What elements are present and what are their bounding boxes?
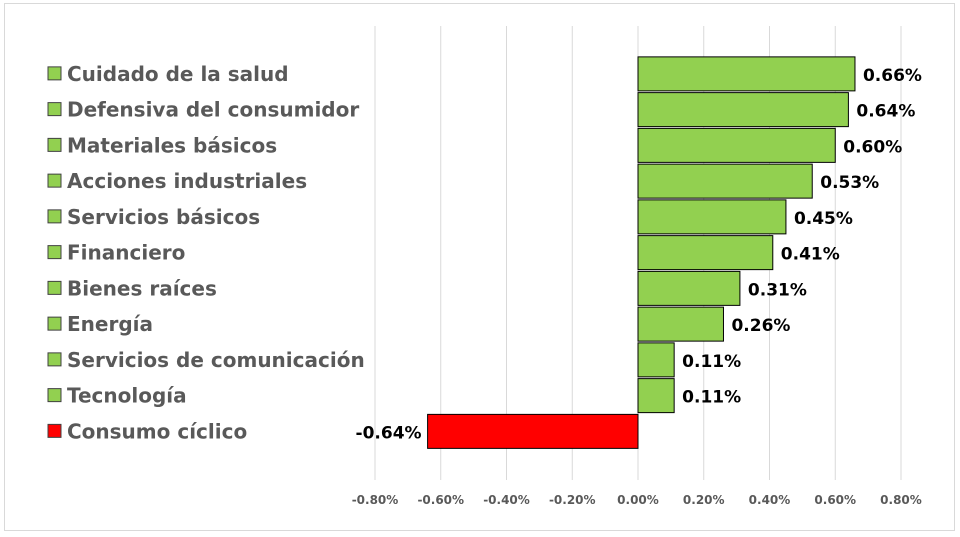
category-label: Financiero xyxy=(67,241,185,265)
bars xyxy=(427,56,856,449)
legend-swatch xyxy=(47,245,62,260)
x-tick-label: 0.40% xyxy=(749,493,791,507)
category-label: Servicios básicos xyxy=(67,205,260,229)
x-tick-label: -0.60% xyxy=(417,493,464,507)
data-label: 0.31% xyxy=(748,280,807,300)
x-tick-label: -0.80% xyxy=(352,493,399,507)
data-label: -0.64% xyxy=(356,423,422,443)
x-tick-label: -0.20% xyxy=(549,493,596,507)
bar-chart: 0.66% 0.64% 0.60% 0.53% 0.45% 0.41% 0.31% 0.26%… xyxy=(47,26,922,507)
bar xyxy=(637,92,849,128)
legend-swatch xyxy=(47,137,62,152)
x-tick-label: 0.20% xyxy=(683,493,725,507)
chart-frame: 0.66% 0.64% 0.60% 0.53% 0.45% 0.41% 0.31% 0.26%… xyxy=(4,3,955,531)
bar xyxy=(637,235,774,271)
legend-swatch xyxy=(47,102,62,117)
bar xyxy=(637,378,675,414)
bar xyxy=(637,270,741,306)
data-label: 0.60% xyxy=(843,137,902,157)
category-label: Servicios de comunicación xyxy=(67,348,365,372)
x-tick-label: 0.80% xyxy=(880,493,922,507)
bar xyxy=(637,127,836,163)
data-label: 0.53% xyxy=(820,173,879,193)
category-label: Bienes raíces xyxy=(67,276,217,300)
category-label: Defensiva del consumidor xyxy=(67,98,359,122)
x-tick-label: 0.60% xyxy=(814,493,856,507)
category-label: Acciones industriales xyxy=(67,169,307,193)
bar xyxy=(637,199,787,235)
legend-swatch xyxy=(47,388,62,403)
data-labels: 0.66% 0.64% 0.60% 0.53% 0.45% 0.41% 0.31% 0.26%… xyxy=(356,66,922,444)
x-axis-ticks: -0.80% -0.60% -0.40% -0.20% 0.00% 0.20% 0.40% 0… xyxy=(352,493,922,507)
legend-swatch xyxy=(47,173,62,188)
category-label: Energía xyxy=(67,312,153,336)
data-label: 0.11% xyxy=(682,388,741,408)
category-label: Tecnología xyxy=(67,384,187,408)
data-label: 0.64% xyxy=(856,102,915,122)
data-label: 0.26% xyxy=(731,316,790,336)
legend-swatch xyxy=(47,209,62,224)
category-label: Consumo cíclico xyxy=(67,419,247,443)
legend-swatch xyxy=(47,423,62,438)
bar xyxy=(637,306,724,342)
bar xyxy=(637,342,675,378)
data-label: 0.45% xyxy=(794,209,853,229)
legend-swatch xyxy=(47,66,62,81)
data-label: 0.66% xyxy=(863,66,922,86)
x-tick-label: -0.40% xyxy=(483,493,530,507)
legend: Cuidado de la salud Defensiva del consumi… xyxy=(47,62,365,443)
legend-swatch xyxy=(47,316,62,331)
data-label: 0.11% xyxy=(682,352,741,372)
bar xyxy=(427,413,639,449)
x-tick-label: 0.00% xyxy=(617,493,659,507)
legend-swatch xyxy=(47,280,62,295)
category-label: Cuidado de la salud xyxy=(67,62,289,86)
category-label: Materiales básicos xyxy=(67,133,277,157)
legend-swatch xyxy=(47,352,62,367)
bar xyxy=(637,56,856,92)
bar xyxy=(637,163,813,199)
data-label: 0.41% xyxy=(781,245,840,265)
